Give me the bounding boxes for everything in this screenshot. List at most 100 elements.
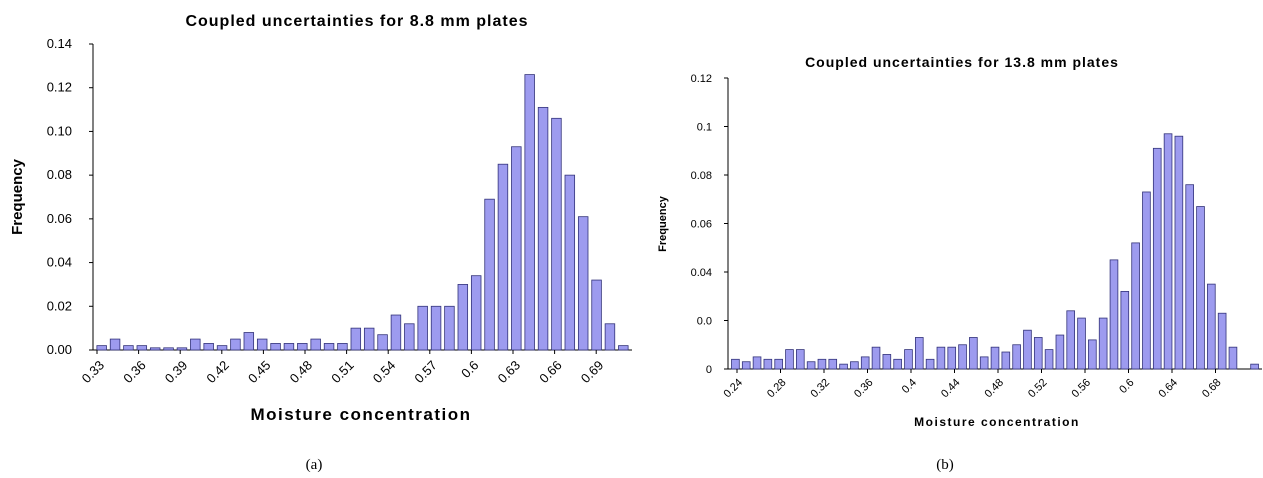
chart-b-bar	[979, 356, 989, 370]
chart-b-bar	[1066, 310, 1076, 370]
chart-a-bar	[149, 347, 161, 351]
chart-b-caption: (b)	[936, 457, 954, 473]
chart-b-title: Coupled uncertainties for 13.8 mm plates	[805, 54, 1119, 70]
chart-b-x-tick-label: 0.44	[939, 377, 963, 401]
chart-a-bar	[283, 343, 295, 351]
chart-b-bar	[1098, 317, 1108, 370]
chart-a-x-tick-label: 0.42	[203, 358, 232, 387]
chart-b-y-tick-label: 0.0	[697, 316, 712, 328]
chart-b-bar	[785, 349, 794, 370]
chart-b-bar	[969, 337, 978, 370]
chart-a-bar	[96, 345, 107, 351]
chart-b-bar	[1196, 206, 1205, 370]
chart-b-bar	[860, 356, 870, 370]
chart-b: Coupled uncertainties for 13.8 mm plates…	[657, 54, 1262, 473]
chart-a-y-tick-label: 0.06	[47, 211, 72, 226]
chart-b-x-tick-label: 0.36	[852, 377, 876, 401]
chart-b-bar	[1163, 133, 1173, 370]
chart-a-bar	[511, 146, 522, 351]
chart-a-bar	[123, 345, 134, 351]
chart-b-bar	[925, 358, 935, 370]
chart-a-x-tick-label: 0.48	[287, 358, 316, 387]
chart-b-bar	[741, 361, 751, 370]
chart-a-bar	[256, 338, 268, 351]
chart-a-bar	[430, 305, 442, 351]
chart-b-x-tick-label: 0.32	[808, 377, 832, 401]
chart-b-bar	[774, 358, 783, 370]
chart-b-bar	[731, 358, 740, 370]
chart-a-bar	[230, 338, 241, 351]
chart-a-x-tick-label: 0.69	[578, 358, 607, 387]
chart-a-y-axis-label: Frequency	[9, 158, 26, 235]
chart-a-bar	[537, 106, 549, 351]
chart-a-bar	[176, 347, 188, 351]
chart-b-bar	[871, 346, 881, 370]
chart-b-y-tick-label: 0	[706, 364, 712, 376]
chart-b-bar	[1228, 346, 1238, 370]
chart-b-bar	[806, 361, 816, 370]
chart-b-bar	[1001, 351, 1011, 370]
chart-a-bar	[190, 338, 201, 351]
chart-a-bar	[604, 323, 616, 351]
chart-a-bar	[484, 198, 495, 351]
chart-b-bar	[1033, 337, 1043, 370]
chart-a-bar	[350, 327, 362, 351]
chart-a-bar	[497, 163, 509, 351]
chart-a-bar	[618, 345, 629, 351]
chart-a-x-axis-label: Moisture concentration	[251, 405, 472, 424]
chart-a-bar	[323, 343, 335, 351]
chart-b-bar	[1023, 329, 1032, 370]
chart-b-bar	[1207, 283, 1216, 370]
chart-b-bar	[828, 358, 838, 370]
chart-b-bar	[817, 358, 827, 370]
chart-a-bar	[243, 332, 255, 351]
chart-b-bar	[936, 346, 946, 370]
chart-a-bar	[297, 343, 308, 351]
chart-b-y-tick-label: 0.04	[691, 267, 712, 279]
chart-a-x-tick-label: 0.36	[120, 358, 149, 387]
chart-a-bar	[337, 343, 348, 351]
chart-b-bar	[882, 354, 892, 370]
chart-b-bar	[947, 346, 957, 370]
chart-b-bar	[1120, 290, 1130, 370]
chart-a-bar	[310, 338, 321, 351]
chart-a-bar	[390, 314, 402, 351]
chart-b-bar	[1142, 191, 1151, 370]
chart-a-x-tick-label: 0.57	[411, 358, 440, 387]
chart-a-x-tick-label: 0.63	[495, 358, 524, 387]
chart-a-bar	[377, 334, 388, 351]
chart-a-bar	[577, 216, 589, 351]
chart-a-bar	[404, 323, 415, 351]
chart-b-bar	[1217, 312, 1227, 370]
chart-b-y-tick-label: 0.06	[691, 219, 712, 231]
chart-a-bar	[444, 305, 455, 351]
chart-b-bar	[752, 356, 762, 370]
chart-a-bar	[136, 345, 148, 351]
chart-a-caption: (a)	[306, 457, 323, 473]
chart-b-bar	[1012, 344, 1021, 370]
chart-a-x-tick-label: 0.39	[162, 358, 191, 387]
chart-b-bar	[1152, 147, 1162, 370]
chart-a-bar	[109, 338, 121, 351]
chart-b-bar	[1077, 317, 1086, 370]
chart-b-bar	[1088, 339, 1097, 370]
chart-b-y-tick-label: 0.08	[691, 170, 712, 182]
chart-a-title: Coupled uncertainties for 8.8 mm plates	[185, 13, 528, 30]
chart-a-bar	[417, 305, 428, 351]
chart-b-bar	[893, 358, 902, 370]
chart-a-y-tick-label: 0.02	[47, 298, 72, 313]
chart-a-y-tick-label: 0.08	[47, 167, 72, 182]
chart-a-x-tick-label: 0.54	[370, 358, 399, 387]
chart-b-bar	[1044, 349, 1054, 370]
chart-b-y-axis-label: Frequency	[657, 195, 669, 252]
chart-a-bar	[470, 275, 482, 351]
chart-b-bar	[958, 344, 967, 370]
chart-b-y-tick-label: 0.1	[697, 122, 712, 134]
chart-b-bar	[1131, 242, 1140, 370]
chart-a-y-tick-label: 0.14	[47, 36, 72, 51]
chart-b-x-tick-label: 0.68	[1200, 377, 1224, 401]
chart-a-bar	[203, 343, 214, 351]
chart-b-x-tick-label: 0.48	[982, 377, 1006, 401]
chart-b-bar	[914, 337, 924, 370]
chart-a-y-tick-label: 0.00	[47, 342, 72, 357]
